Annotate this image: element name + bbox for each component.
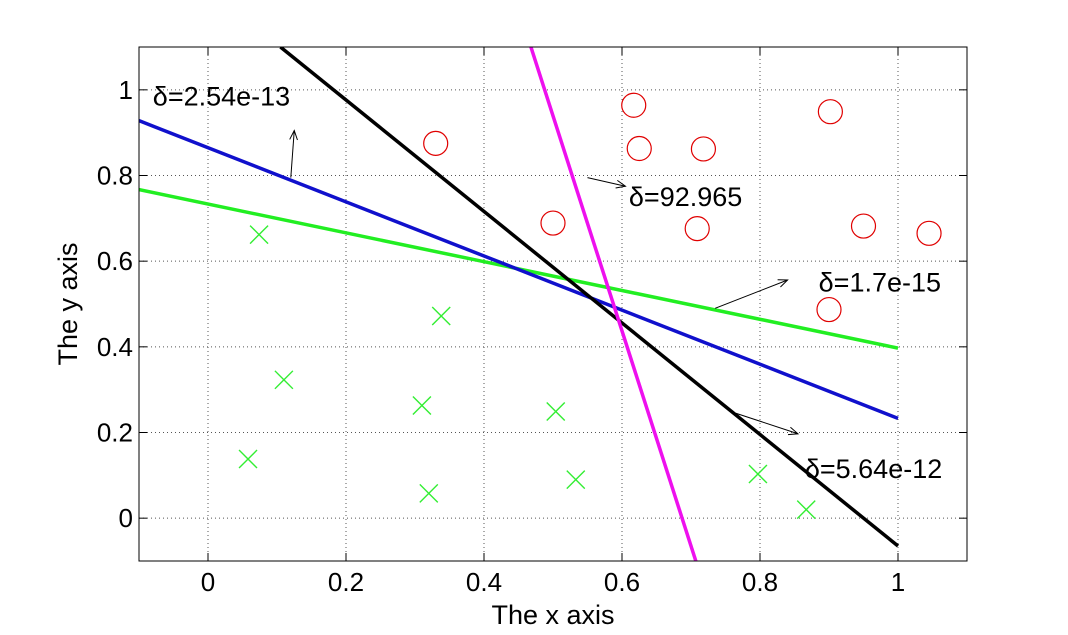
annotation-arrow: [735, 412, 799, 435]
x-tick-label: 0: [201, 567, 215, 597]
cross-point: [274, 370, 294, 390]
x-tick-label: 0.6: [604, 567, 640, 597]
y-tick-label: 0.4: [97, 332, 133, 362]
circle-point: [626, 135, 652, 162]
blue-line: [139, 119, 899, 420]
circle-point: [621, 92, 647, 118]
circle-point: [916, 220, 942, 246]
circle-point: [816, 296, 842, 323]
cross-point: [249, 225, 269, 245]
annotation-label: δ=92.965: [629, 182, 742, 212]
x-tick-label: 1: [891, 567, 905, 597]
annotation-arrowhead: [787, 426, 800, 436]
cross-point: [419, 483, 439, 503]
annotations: δ=2.54e-13 δ=92.965 δ=1.7e-15 δ=5.64e-12: [153, 81, 942, 484]
magenta-line: [529, 47, 698, 561]
y-tick-label: 0.8: [97, 161, 133, 191]
x-tick-label: 0.4: [466, 567, 502, 597]
circle-point: [684, 216, 710, 242]
circle-point: [540, 210, 566, 236]
cross-point: [796, 500, 816, 520]
annotation-label: δ=2.54e-13: [153, 81, 290, 111]
plot-background: [139, 47, 967, 561]
y-tick-label: 0: [119, 503, 133, 533]
annotation-label: δ=5.64e-12: [805, 454, 942, 484]
plot-frame: [138, 46, 968, 562]
cross-point: [431, 306, 451, 326]
circle-point: [690, 136, 717, 162]
cross-point: [238, 449, 258, 469]
y-tick-label: 0.2: [97, 418, 133, 448]
y-tick-label: 0.6: [97, 246, 133, 276]
y-tick-label: 1: [119, 75, 133, 105]
cross-point: [412, 396, 432, 416]
annotation-arrow: [587, 177, 626, 187]
fit-lines: [139, 47, 900, 561]
x-tick-label: 0.8: [742, 567, 778, 597]
annotation-arrow: [714, 279, 788, 309]
cross-point: [748, 464, 768, 484]
black-line: [279, 47, 900, 548]
annotation-arrowhead: [615, 179, 627, 189]
y-axis-label: The y axis: [53, 242, 83, 365]
x-axis-label: The x axis: [491, 600, 614, 630]
circle-point: [850, 213, 877, 239]
cross-point: [546, 402, 566, 422]
annotation-arrow: [290, 130, 295, 178]
cross-point: [566, 470, 586, 490]
annotation-arrowhead: [777, 279, 789, 288]
ticks: 0 0.2 0.4 0.6 0.8 1 0 0.2 0.4 0.6 0.8 1: [97, 47, 967, 597]
x-tick-label: 0.2: [328, 567, 364, 597]
annotation-label: δ=1.7e-15: [819, 268, 941, 298]
annotation-arrowhead: [289, 129, 298, 141]
circle-point: [817, 99, 843, 125]
data-points: [238, 92, 942, 520]
circle-point: [423, 130, 449, 156]
